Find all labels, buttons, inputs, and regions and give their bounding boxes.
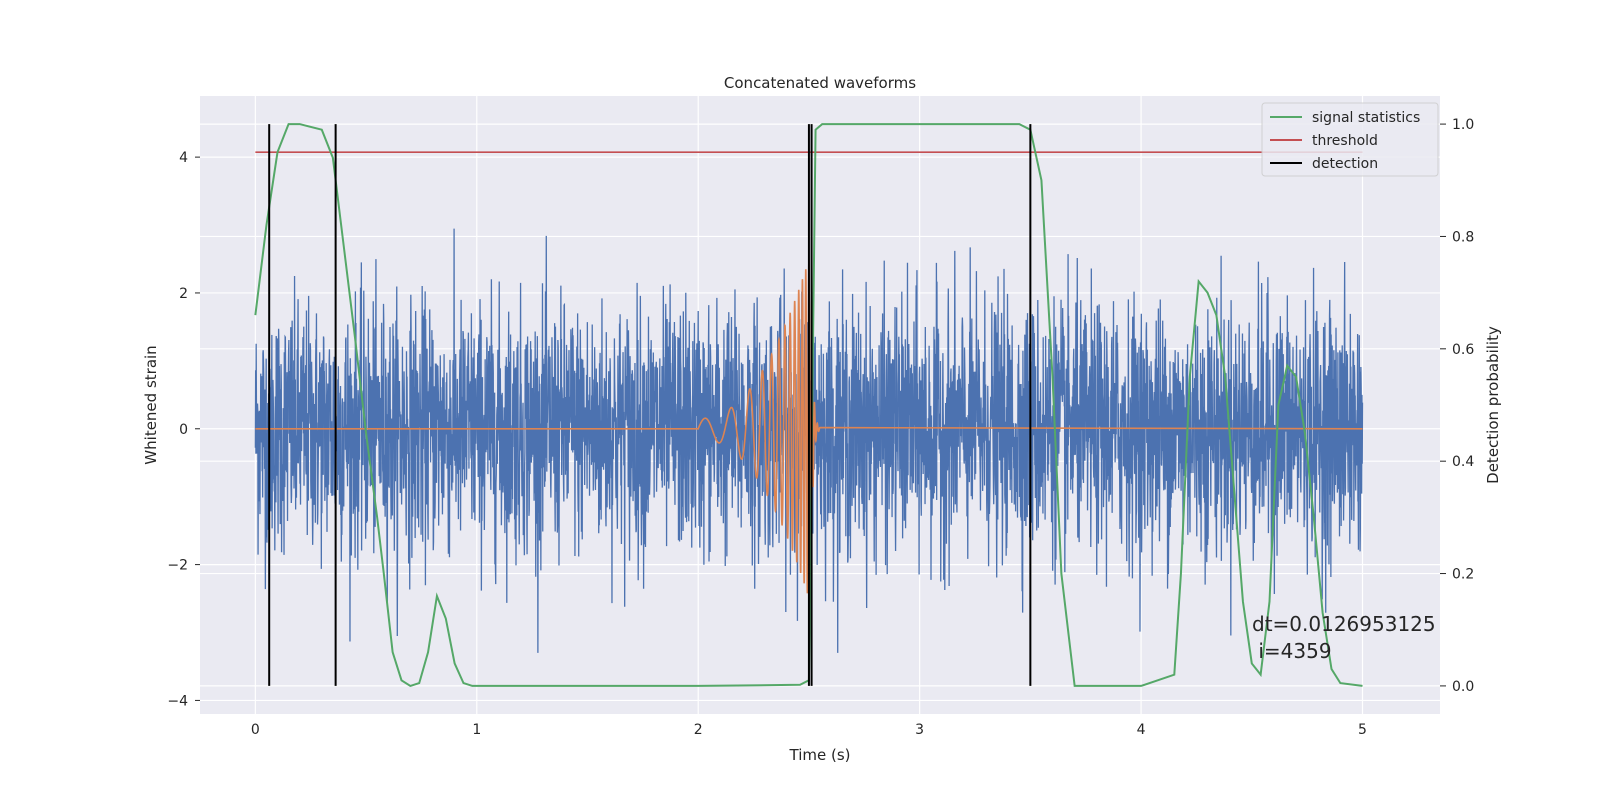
y2-tick-label: 0.4 [1452,454,1474,470]
annotation-line-1: dt=0.0126953125 [1252,612,1436,636]
y2-tick-label: 0.0 [1452,679,1474,695]
x-tick-label: 4 [1137,722,1146,738]
chart-title: Concatenated waveforms [724,74,916,92]
signal-statistics-series [254,123,1363,688]
y2-tick-label: 1.0 [1452,117,1474,133]
y-tick-label: 4 [179,150,188,166]
y2-tick-label: 0.2 [1452,567,1474,583]
signal-statistics-line [254,123,1363,688]
y-axis-label: Whitened strain [142,345,160,464]
y2-tick-label: 0.8 [1452,229,1474,245]
x-axis-ticks: 0 1 2 3 4 5 [251,722,1367,738]
detection-lines [268,124,1032,686]
legend-box [1261,102,1439,177]
legend-label-detection: detection [1312,156,1378,172]
legend-label-threshold: threshold [1312,133,1378,149]
template-waveform-line [255,259,1363,603]
y-tick-label: 2 [179,286,188,302]
x-tick-label: 3 [915,722,924,738]
template-waveform-series [255,259,1363,603]
y2-axis-ticks: 0.0 0.2 0.4 0.6 0.8 1.0 [1440,117,1474,695]
x-tick-label: 0 [251,722,260,738]
y2-axis-label: Detection probability [1484,326,1502,484]
y-tick-label: −2 [167,558,188,574]
x-tick-label: 5 [1358,722,1367,738]
x-tick-label: 2 [694,722,703,738]
annotation-line-2: i=4359 [1252,639,1332,663]
y-tick-label: 0 [179,422,188,438]
legend: signal statistics threshold detection [1261,102,1439,177]
y-tick-label: −4 [167,693,188,709]
y-axis-ticks: −4 −2 0 2 4 [167,150,200,709]
x-axis-label: Time (s) [789,746,851,764]
y2-tick-label: 0.6 [1452,342,1474,358]
x-tick-label: 1 [472,722,481,738]
legend-label-signal-statistics: signal statistics [1312,110,1420,126]
